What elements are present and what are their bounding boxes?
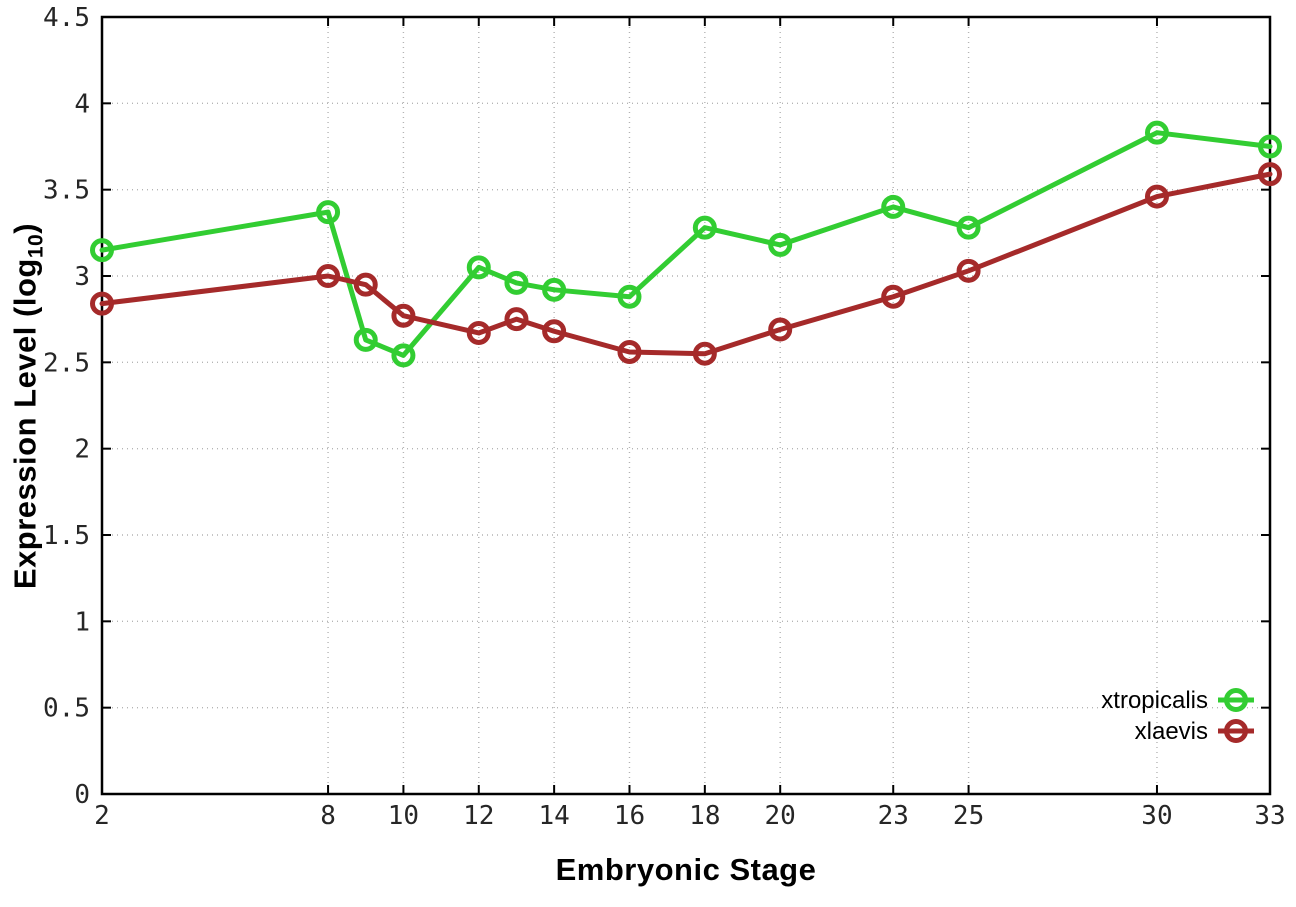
x-tick-label: 25 (953, 801, 984, 831)
y-tick-label: 2 (74, 435, 90, 465)
data-point-xlaevis (617, 339, 642, 364)
data-point-xlaevis (768, 317, 793, 342)
data-point-xlaevis (542, 319, 567, 344)
data-point-xlaevis (956, 258, 981, 283)
data-point-xlaevis (692, 341, 717, 366)
data-point-xtropicalis (353, 327, 378, 352)
legend-marker-xlaevis (1224, 719, 1248, 743)
y-tick-label: 2.5 (43, 348, 90, 378)
data-point-xlaevis (391, 303, 416, 328)
plot-border (100, 15, 1272, 796)
x-tick-label: 8 (320, 801, 336, 831)
y-axis-title: Expression Level (log10) (7, 223, 48, 589)
y-tick-label: 0.5 (43, 694, 90, 724)
x-tick-label: 2 (94, 801, 110, 831)
x-axis-title: Embryonic Stage (555, 852, 817, 887)
x-tick-label: 20 (765, 801, 796, 831)
y-axis-title-close: ) (7, 222, 43, 234)
x-tick-label: 12 (463, 801, 494, 831)
data-point-xtropicalis (881, 194, 906, 219)
x-tick-label: 23 (878, 801, 909, 831)
x-tick-label: 16 (614, 801, 645, 831)
data-point-xtropicalis (956, 215, 981, 240)
y-tick-label: 1 (74, 607, 90, 637)
data-point-xtropicalis (542, 277, 567, 302)
x-tick-label: 33 (1254, 801, 1285, 831)
data-point-xlaevis (316, 264, 341, 288)
data-point-xtropicalis (1144, 120, 1169, 145)
data-point-xlaevis (90, 291, 114, 316)
data-point-xtropicalis (466, 255, 491, 280)
data-point-xtropicalis (316, 200, 341, 225)
data-point-xtropicalis (504, 270, 529, 295)
y-tick-label: 3.5 (43, 176, 90, 206)
data-point-xlaevis (1144, 184, 1169, 209)
legend-label-xtropicalis: xtropicalis (1101, 687, 1208, 714)
data-point-xtropicalis (617, 284, 642, 309)
y-tick-label: 3 (74, 262, 90, 292)
series-line-xlaevis (99, 171, 1273, 357)
x-tick-label: 18 (689, 801, 720, 831)
x-tick-label: 10 (388, 801, 419, 831)
data-point-xtropicalis (391, 343, 416, 368)
y-tick-label: 1.5 (43, 521, 90, 551)
y-axis-title-subscript: 10 (24, 233, 48, 259)
x-tick-label: 30 (1141, 801, 1172, 831)
y-tick-label: 0 (74, 780, 90, 810)
legend-label-xlaevis: xlaevis (1135, 718, 1208, 745)
data-point-xlaevis (353, 272, 378, 297)
data-point-xtropicalis (768, 232, 793, 257)
data-point-xlaevis (1258, 162, 1282, 187)
y-tick-label: 4 (74, 89, 90, 119)
y-tick-label: 4.5 (43, 3, 90, 33)
y-axis-title-main: Expression Level (log (7, 258, 43, 590)
data-point-xtropicalis (692, 215, 717, 240)
data-point-xtropicalis (90, 238, 114, 263)
data-point-xlaevis (504, 307, 529, 332)
x-tick-label: 14 (538, 801, 569, 831)
legend-marker-xtropicalis (1224, 688, 1248, 712)
data-point-xtropicalis (1258, 134, 1282, 159)
data-point-xlaevis (881, 284, 906, 309)
data-point-xlaevis (466, 320, 491, 345)
series-line-xtropicalis (99, 130, 1273, 358)
